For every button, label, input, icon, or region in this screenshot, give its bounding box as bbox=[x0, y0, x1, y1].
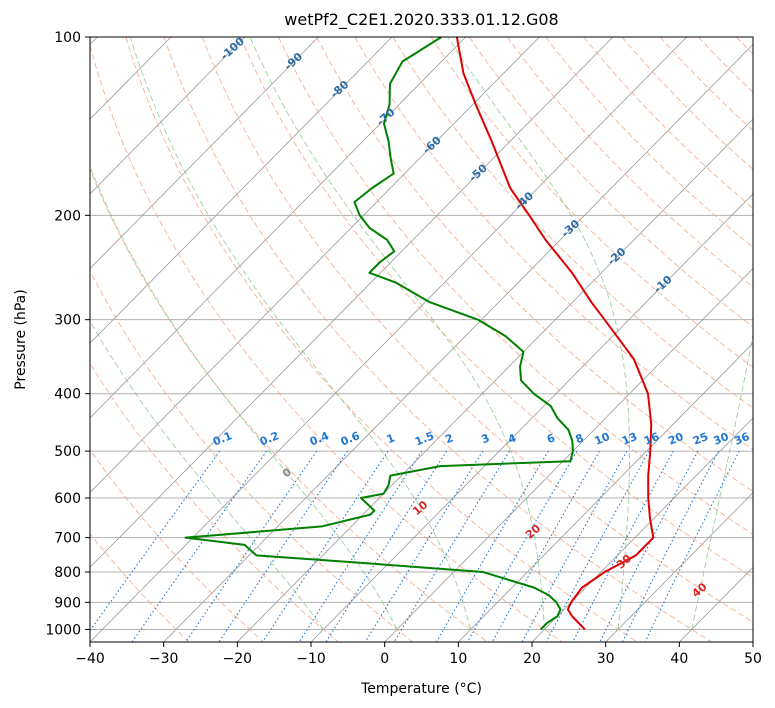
mixing-ratio-line bbox=[90, 450, 221, 632]
moist-adiabat-line bbox=[249, 37, 545, 630]
isotherm-line bbox=[458, 342, 753, 642]
dry-adiabat-line bbox=[392, 37, 753, 409]
dry-adiabat-line bbox=[621, 37, 753, 170]
mixing-ratio-label: 3 bbox=[480, 431, 492, 446]
isotherm-line bbox=[237, 118, 753, 642]
chart-title: wetPf2_C2E1.2020.333.01.12.G08 bbox=[284, 10, 559, 29]
y-tick-label: 500 bbox=[54, 444, 81, 460]
dry-adiabat-line bbox=[507, 37, 753, 288]
mixing-ratio-line bbox=[467, 450, 578, 642]
moist-adiabat-line bbox=[90, 320, 324, 630]
dry-adiabat-line bbox=[278, 37, 753, 535]
mixing-ratio-label: 30 bbox=[712, 430, 731, 448]
mixing-ratio-line bbox=[491, 450, 601, 642]
y-tick-label: 600 bbox=[54, 491, 81, 507]
y-tick-label: 300 bbox=[54, 313, 81, 329]
dry-adiabat-line bbox=[90, 270, 414, 642]
x-tick-label: −10 bbox=[296, 651, 326, 667]
mixing-ratio-label: 1 bbox=[385, 431, 397, 446]
dry-adiabat-line bbox=[430, 37, 753, 368]
dry-adiabat-line bbox=[468, 37, 753, 328]
x-tick-label: −20 bbox=[223, 651, 253, 667]
isotherm-line bbox=[90, 37, 614, 568]
dry-adiabat-line bbox=[316, 37, 753, 493]
mixing-ratio-line bbox=[131, 450, 268, 642]
y-tick-label: 800 bbox=[54, 565, 81, 581]
dry-adiabat-line bbox=[239, 37, 753, 579]
mixing-ratio-label: 2 bbox=[443, 431, 455, 446]
mixing-ratio-label: 25 bbox=[691, 430, 710, 448]
y-tick-label: 700 bbox=[54, 531, 81, 547]
mixing-ratio-line bbox=[325, 450, 448, 642]
profile-lines bbox=[184, 37, 655, 631]
mixing-ratio-label: 8 bbox=[574, 431, 586, 446]
mixing-ratio-line bbox=[572, 450, 674, 642]
isotherm-line bbox=[90, 37, 687, 642]
moist-adiabat-line bbox=[447, 37, 630, 630]
isotherm-line bbox=[90, 37, 319, 270]
x-tick-label: −30 bbox=[149, 651, 179, 667]
dry-adiabat-line bbox=[201, 37, 753, 623]
y-axis-label: Pressure (hPa) bbox=[13, 289, 29, 389]
isotherm-line bbox=[531, 417, 753, 642]
x-tick-label: 30 bbox=[597, 651, 615, 667]
y-tick-label: 900 bbox=[54, 595, 81, 611]
dry-adiabat-line bbox=[163, 37, 712, 642]
dry-adiabat-line bbox=[125, 37, 638, 642]
x-tick-label: 20 bbox=[523, 651, 541, 667]
dewpoint-profile-line bbox=[184, 37, 574, 631]
dry-adiabat-line bbox=[583, 37, 753, 209]
moist-adiabat-line bbox=[691, 331, 753, 630]
mixing-ratio-line bbox=[393, 450, 510, 642]
y-tick-label: 200 bbox=[54, 208, 81, 224]
x-tick-label: 10 bbox=[449, 651, 467, 667]
isotherm-line bbox=[90, 37, 245, 195]
isotherm-line bbox=[90, 37, 540, 494]
isotherm-line bbox=[384, 267, 753, 642]
temperature-profile-line bbox=[455, 37, 655, 631]
mixing-ratio-line bbox=[185, 450, 318, 642]
dry-adiabat-line bbox=[354, 37, 753, 451]
isotherm-line bbox=[163, 43, 753, 642]
x-tick-label: −40 bbox=[75, 651, 105, 667]
isotherm-line bbox=[605, 492, 753, 642]
plot-background bbox=[90, 37, 753, 642]
dry-adiabat-line bbox=[90, 449, 264, 642]
mixing-ratio-line bbox=[599, 450, 699, 642]
axes: −40 −30 −20 −10 0 10 20 30 40 50 100 200 300 400 500 60… bbox=[45, 30, 762, 667]
mixing-ratio-label: 16 bbox=[642, 430, 661, 448]
dry-adiabat-line bbox=[90, 533, 190, 642]
mixing-ratio-line bbox=[435, 450, 549, 642]
mixing-ratio-label: 20 bbox=[666, 430, 685, 448]
isotherm-line bbox=[90, 37, 466, 419]
moist-adiabat-line bbox=[90, 165, 398, 630]
plot-frame bbox=[89, 36, 754, 643]
mixing-ratio-line bbox=[298, 450, 423, 642]
x-axis-label: Temperature (°C) bbox=[360, 681, 482, 697]
dry-adiabat-line bbox=[90, 167, 488, 642]
x-tick-label: 50 bbox=[744, 651, 762, 667]
isotherm-line bbox=[90, 37, 393, 344]
mixing-ratio-label: 36 bbox=[732, 430, 751, 448]
background-lines bbox=[90, 37, 753, 642]
mixing-ratio-line bbox=[364, 450, 484, 642]
mixing-ratio-line bbox=[545, 450, 650, 642]
mixing-ratio-line bbox=[521, 450, 628, 642]
x-tick-label: 0 bbox=[380, 651, 389, 667]
y-tick-label: 400 bbox=[54, 387, 81, 403]
y-tick-label: 100 bbox=[54, 30, 81, 46]
x-tick-label: 40 bbox=[670, 651, 688, 667]
mixing-ratio-label: 13 bbox=[620, 430, 639, 448]
y-tick-label: 1000 bbox=[45, 622, 81, 638]
mixing-ratio-label: 10 bbox=[593, 430, 612, 448]
moist-adiabat-line bbox=[129, 37, 472, 630]
isotherm-line bbox=[752, 641, 753, 642]
